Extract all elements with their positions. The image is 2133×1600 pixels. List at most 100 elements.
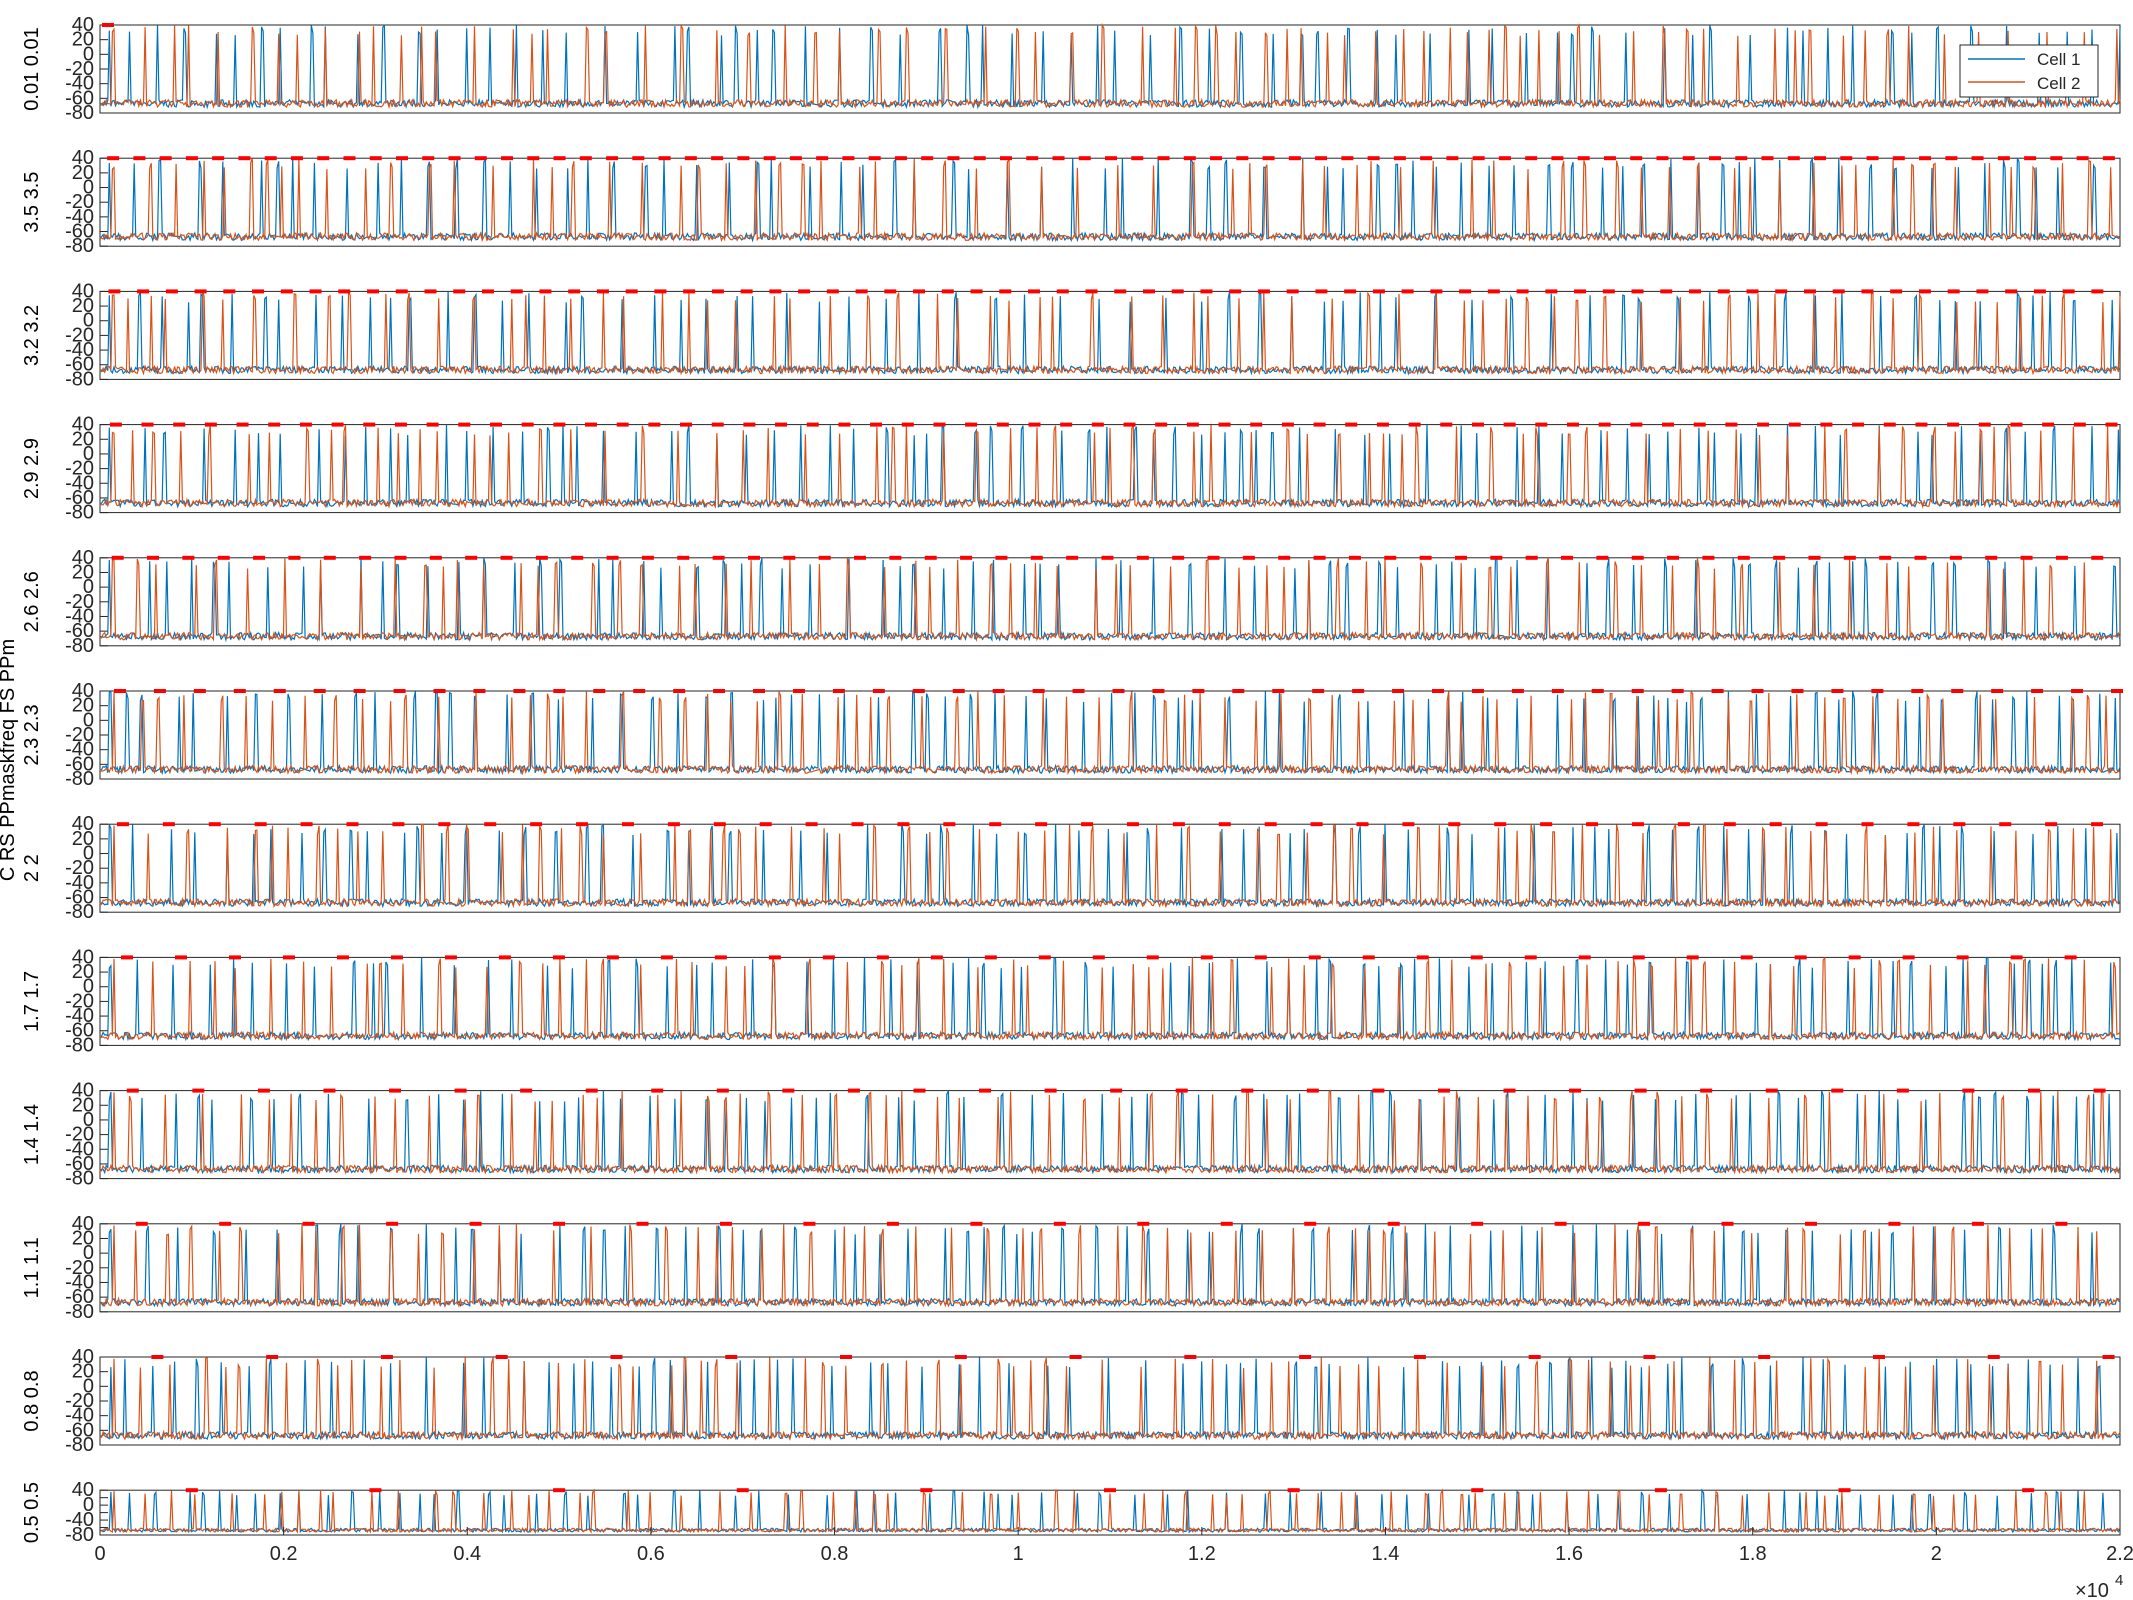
y-tick-label: 20 bbox=[72, 828, 94, 850]
panel-param-label: 2.3 2.3 bbox=[21, 704, 43, 765]
y-tick-label: 0 bbox=[83, 443, 94, 465]
y-tick-label: -80 bbox=[65, 502, 94, 524]
y-tick-label: 0 bbox=[83, 1242, 94, 1264]
y-tick-label: 40 bbox=[72, 1213, 94, 1235]
y-tick-label: -20 bbox=[65, 458, 94, 480]
y-tick-label: -60 bbox=[65, 221, 94, 243]
y-tick-label: -20 bbox=[65, 1257, 94, 1279]
y-tick-label: 40 bbox=[72, 280, 94, 302]
x-tick-label: 2.2 bbox=[2106, 1543, 2133, 1565]
y-tick-label: -80 bbox=[65, 1434, 94, 1456]
y-tick-label: -80 bbox=[65, 1524, 94, 1546]
y-tick-label: -40 bbox=[65, 206, 94, 228]
trace-cell-1 bbox=[99, 824, 2121, 909]
y-tick-label: 40 bbox=[72, 14, 94, 36]
y-tick-label: -80 bbox=[65, 368, 94, 390]
x-tick-label: 1 bbox=[1013, 1543, 1024, 1565]
y-tick-label: 40 bbox=[72, 547, 94, 569]
y-tick-label: 0 bbox=[83, 177, 94, 199]
y-tick-label: -40 bbox=[65, 339, 94, 361]
y-tick-label: 0 bbox=[83, 310, 94, 332]
y-tick-label: -80 bbox=[65, 1301, 94, 1323]
trace-cell-2 bbox=[99, 690, 2121, 776]
y-tick-label: -20 bbox=[65, 724, 94, 746]
trace-cell-2 bbox=[99, 1356, 2121, 1442]
x-tick-label: 0.2 bbox=[270, 1543, 298, 1565]
y-tick-label: 40 bbox=[72, 414, 94, 436]
y-tick-label: 40 bbox=[72, 1080, 94, 1102]
y-tick-label: -40 bbox=[65, 73, 94, 95]
y-tick-label: -60 bbox=[65, 87, 94, 109]
panel-param-label: 3.5 3.5 bbox=[21, 172, 43, 233]
trace-cell-2 bbox=[99, 823, 2120, 909]
legend-label-cell-2: Cell 2 bbox=[2037, 74, 2080, 93]
y-tick-label: -60 bbox=[65, 753, 94, 775]
legend-label-cell-1: Cell 1 bbox=[2037, 50, 2080, 69]
y-tick-label: -60 bbox=[65, 1020, 94, 1042]
trace-cell-2 bbox=[99, 557, 2121, 642]
trace-cell-2 bbox=[99, 290, 2121, 376]
panel-param-label: 0.01 0.01 bbox=[21, 27, 43, 110]
x-tick-label: 0.8 bbox=[821, 1543, 849, 1565]
y-tick-label: 40 bbox=[72, 946, 94, 968]
x-tick-label: 1.8 bbox=[1739, 1543, 1767, 1565]
y-tick-label: -40 bbox=[65, 1005, 94, 1027]
y-tick-label: 0 bbox=[83, 709, 94, 731]
panel-param-label: 1.7 1.7 bbox=[21, 971, 43, 1032]
y-tick-label: -20 bbox=[65, 324, 94, 346]
panel-param-label: 2 2 bbox=[21, 854, 43, 882]
y-tick-label: 20 bbox=[72, 29, 94, 51]
x-tick-label: 0 bbox=[94, 1543, 105, 1565]
legend: Cell 1 Cell 2 bbox=[1959, 44, 2099, 98]
y-tick-label: -40 bbox=[65, 1509, 94, 1531]
y-tick-label: -80 bbox=[65, 235, 94, 257]
y-tick-label: 20 bbox=[72, 1094, 94, 1116]
x-tick-label: 1.4 bbox=[1372, 1543, 1400, 1565]
y-tick-label: 40 bbox=[72, 1346, 94, 1368]
y-tick-label: 20 bbox=[72, 162, 94, 184]
x-axis: 0 0.2 0.4 0.6 0.8 1 1.2 1.4 1.6 1.8 2 2.2 bbox=[94, 1527, 2133, 1565]
trace-cell-1 bbox=[99, 1090, 2121, 1175]
y-tick-label: -40 bbox=[65, 1405, 94, 1427]
y-tick-label: -20 bbox=[65, 857, 94, 879]
y-tick-label: 20 bbox=[72, 961, 94, 983]
panel-axes-box bbox=[99, 1223, 2121, 1313]
y-tick-label: 0 bbox=[83, 843, 94, 865]
y-tick-label: -40 bbox=[65, 1271, 94, 1293]
y-tick-label: 20 bbox=[72, 1361, 94, 1383]
y-tick-label: -60 bbox=[65, 1153, 94, 1175]
y-tick-label: -80 bbox=[65, 102, 94, 124]
y-tick-label: -40 bbox=[65, 739, 94, 761]
y-tick-label: 20 bbox=[72, 428, 94, 450]
y-tick-label: -80 bbox=[65, 1168, 94, 1190]
trace-cell-1 bbox=[99, 1488, 2121, 1535]
panel-param-label: 0.5 0.5 bbox=[21, 1482, 43, 1543]
trace-cell-2 bbox=[99, 157, 2121, 243]
trace-cell-1 bbox=[99, 1223, 2121, 1309]
y-tick-label: -60 bbox=[65, 354, 94, 376]
panel-param-label: 2.6 2.6 bbox=[21, 571, 43, 632]
y-tick-label: -20 bbox=[65, 591, 94, 613]
y-tick-label: 0 bbox=[83, 43, 94, 65]
y-tick-label: -40 bbox=[65, 1138, 94, 1160]
svg-text:×10: ×10 bbox=[2075, 1580, 2109, 1600]
y-tick-label: -80 bbox=[65, 768, 94, 790]
x-tick-label: 1.2 bbox=[1188, 1543, 1216, 1565]
y-tick-label: -20 bbox=[65, 1390, 94, 1412]
panel-param-label: 1.1 1.1 bbox=[21, 1237, 43, 1298]
x-tick-label: 1.6 bbox=[1555, 1543, 1583, 1565]
y-tick-label: -60 bbox=[65, 487, 94, 509]
trace-cell-2 bbox=[99, 424, 2121, 509]
trace-cell-2 bbox=[99, 1089, 2121, 1175]
svg-text:4: 4 bbox=[2115, 1572, 2123, 1589]
trace-cell-2 bbox=[99, 956, 2121, 1042]
y-axis-label: C RS PPmaskfreq FS PPm bbox=[0, 639, 19, 881]
y-tick-label: -80 bbox=[65, 901, 94, 923]
